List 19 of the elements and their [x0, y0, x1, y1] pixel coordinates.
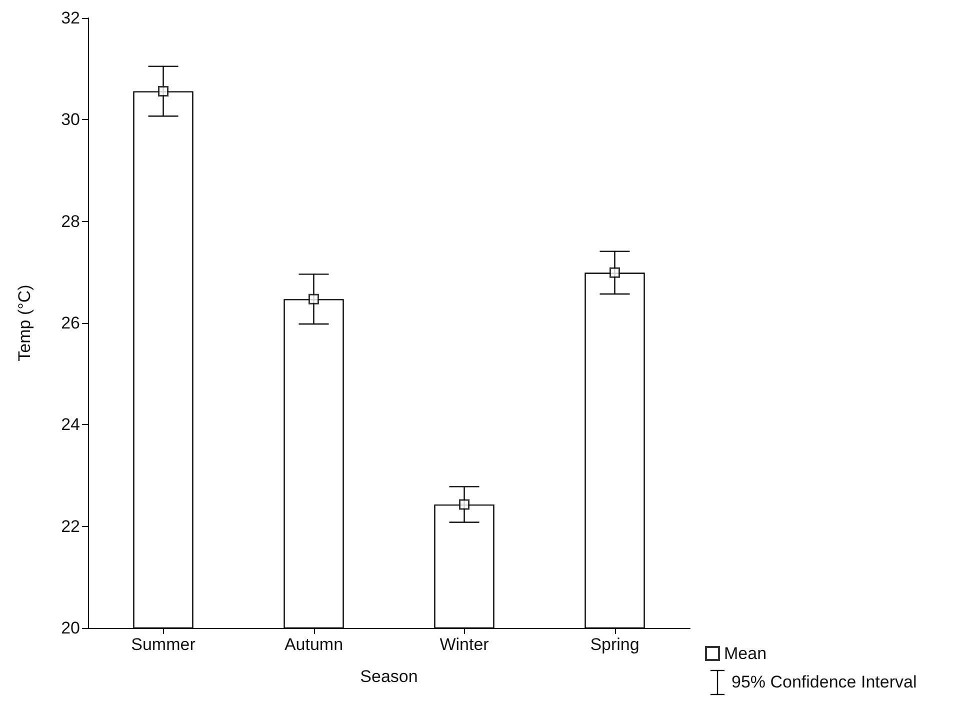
x-tick-label: Autumn [284, 635, 344, 654]
y-tick-label: 24 [61, 415, 80, 434]
point [459, 499, 470, 510]
y-tick-label: 30 [61, 110, 80, 130]
x-tick-label: Summer [131, 635, 196, 654]
y-tick-label: 26 [61, 314, 80, 332]
legend-label: Mean [724, 644, 767, 663]
y-axis-title: Temp (°C) [15, 284, 34, 362]
x-tick-label: Spring [590, 635, 640, 654]
y-tick-label: 20 [61, 618, 80, 638]
y-tick-label: 22 [61, 516, 80, 536]
y-tick-label: 28 [61, 212, 80, 231]
text: 95% Confidence Interval [732, 672, 917, 692]
y-tick-label: 32 [61, 8, 80, 28]
x-axis-title: Season [360, 667, 418, 686]
point [158, 86, 168, 96]
point [308, 294, 319, 304]
point [610, 267, 620, 278]
x-tick-label: Winter [440, 635, 490, 654]
